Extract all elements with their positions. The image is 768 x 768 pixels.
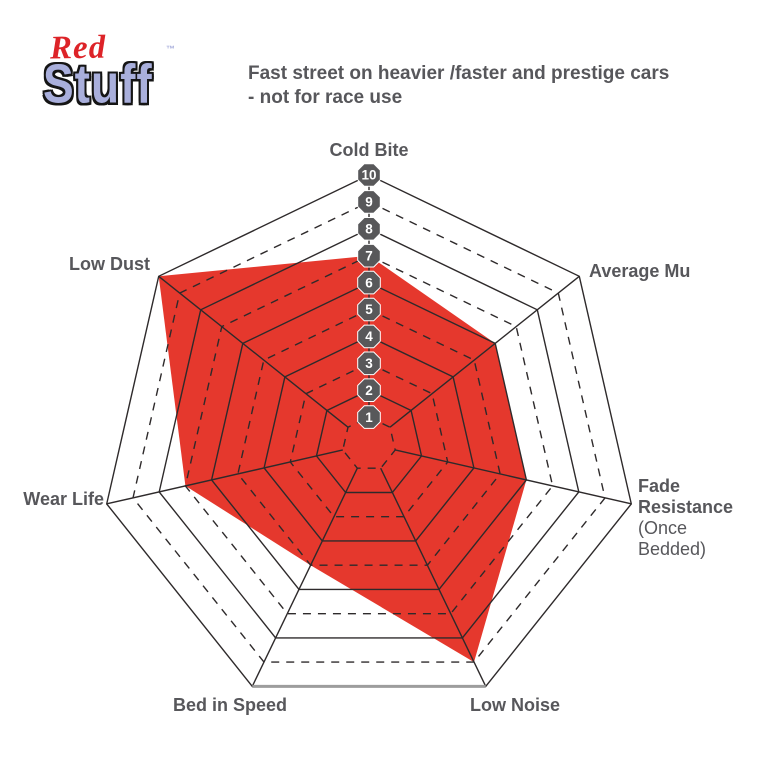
- axis-spoke-4: [251, 467, 358, 687]
- scale-badge-label-3: 3: [365, 356, 373, 371]
- grid-ring-3: [289, 362, 449, 518]
- grid-ring-6: [210, 281, 528, 591]
- scale-badge-7: [357, 243, 381, 268]
- fade-resistance-sublabel: (Once Bedded): [638, 518, 707, 559]
- grid-ring-1: [342, 416, 396, 469]
- axis-label-low-noise: Low Noise: [469, 695, 561, 715]
- scale-badge-5: [357, 297, 381, 322]
- scale-badge-label-2: 2: [365, 383, 373, 398]
- scale-badge-label-7: 7: [365, 248, 373, 263]
- grid-ring-8: [158, 228, 580, 639]
- scale-badge-2: [357, 378, 381, 402]
- scale-badge-6: [357, 270, 381, 295]
- axis-label-fade-resistance: Fade Resistance (Once Bedded): [638, 476, 758, 560]
- scale-badge-label-10: 10: [361, 168, 376, 183]
- scale-badge-label-6: 6: [365, 275, 373, 290]
- scale-badge-3: [357, 351, 381, 376]
- scale-badge-label-1: 1: [365, 410, 373, 425]
- logo-stuff-text: Stuff: [43, 53, 153, 115]
- scale-badge-label-4: 4: [365, 329, 373, 344]
- scale-badge-label-8: 8: [365, 222, 373, 237]
- scale-badge-label-9: 9: [365, 195, 373, 210]
- axis-label-average-mu: Average Mu: [589, 261, 691, 281]
- scale-badge-10: [357, 163, 381, 187]
- grid-ring-5: [237, 308, 501, 566]
- axis-label-wear-life: Wear Life: [23, 489, 104, 509]
- axis-spoke-3: [380, 467, 487, 687]
- scale-badge-9: [357, 190, 381, 214]
- scale-badge-8: [357, 217, 381, 241]
- scale-badge-4: [357, 324, 381, 349]
- fade-resistance-main: Fade Resistance: [638, 476, 734, 517]
- axis-spoke-6: [158, 275, 349, 428]
- grid-ring-7: [184, 254, 554, 615]
- axis-label-low-dust: Low Dust: [69, 254, 150, 274]
- chart-description: Fast street on heavier /faster and prest…: [248, 63, 670, 108]
- axis-spoke-1: [389, 275, 580, 428]
- grid-ring-2: [315, 389, 423, 494]
- scale-badge-1: [357, 405, 381, 429]
- redstuff-logo: Stuff Red ™: [40, 26, 185, 131]
- grid-ring-4: [263, 335, 475, 542]
- grid-ring-9: [132, 201, 606, 663]
- axis-label-bed-in-speed: Bed in Speed: [172, 695, 288, 715]
- axis-spoke-5: [106, 449, 343, 505]
- series-polygon: [158, 255, 527, 663]
- scale-badge-label-5: 5: [365, 302, 373, 317]
- axis-label-cold-bite: Cold Bite: [329, 140, 409, 160]
- axis-spoke-2: [395, 449, 632, 505]
- trademark-symbol: ™: [166, 44, 175, 54]
